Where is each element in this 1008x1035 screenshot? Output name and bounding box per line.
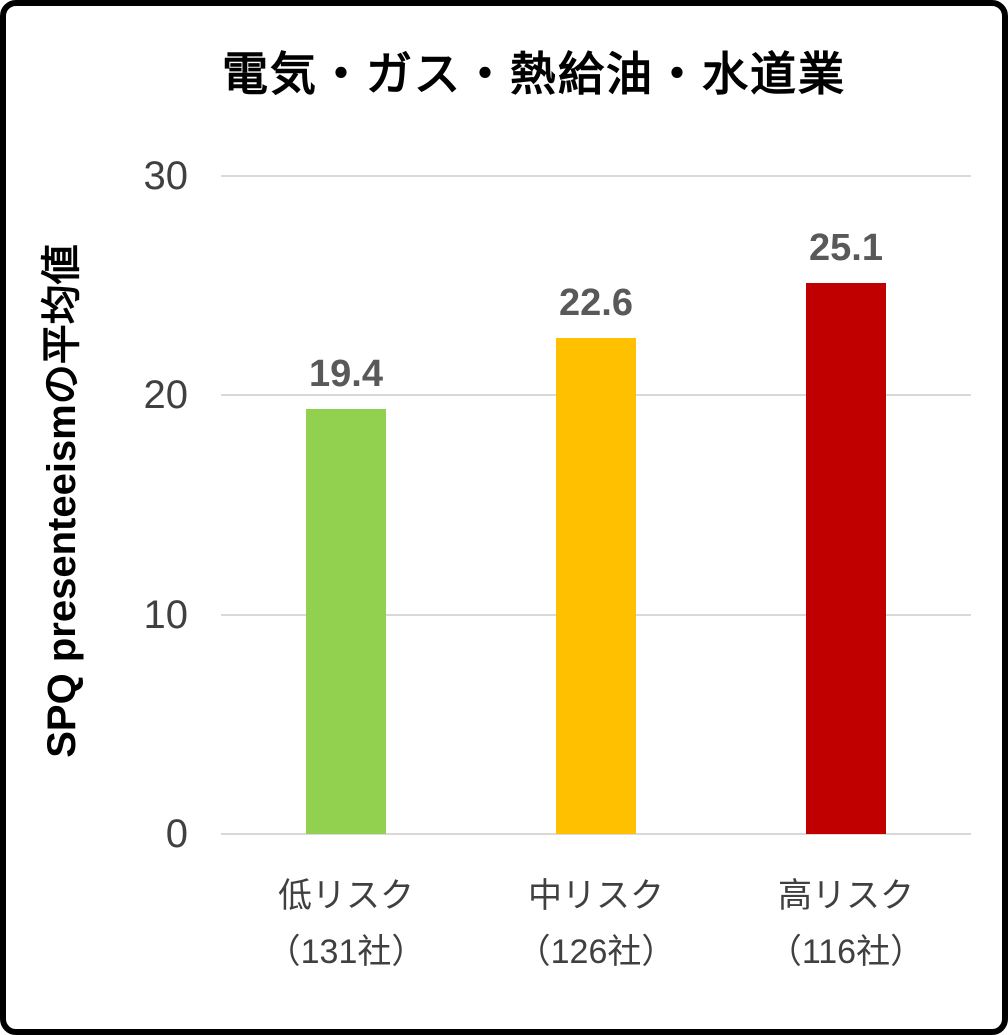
bar-value-label: 25.1: [809, 227, 883, 270]
x-axis-line: [221, 833, 971, 835]
x-category-label: 中リスク （126社）: [517, 868, 676, 980]
y-axis-ticks: 0 10 20 30: [6, 156, 189, 854]
category-count: （116社）: [767, 933, 925, 971]
y-tick-label: 30: [143, 154, 189, 198]
bar-value-label: 22.6: [559, 282, 633, 325]
bar: [305, 408, 386, 834]
category-count: （131社）: [266, 933, 426, 971]
chart-title: 電気・ガス・熱給油・水道業: [222, 48, 846, 100]
bar: [556, 338, 636, 834]
y-tick-label: 20: [143, 373, 189, 418]
bar: [806, 283, 886, 834]
plot-area: 19.4 22.6 25.1: [221, 175, 971, 835]
x-axis-labels: 低リスク （131社） 中リスク （126社） 高リスク （116社）: [221, 868, 971, 1008]
category-count: （126社）: [516, 933, 676, 971]
gridline: [221, 175, 971, 177]
x-category-label: 低リスク （131社）: [267, 868, 426, 980]
y-tick-label: 10: [143, 592, 189, 637]
y-tick-label: 0: [165, 812, 188, 856]
category-name: 高リスク: [778, 877, 914, 915]
bar-value-label: 19.4: [309, 352, 383, 395]
x-category-label: 高リスク （116社）: [768, 868, 924, 980]
category-name: 中リスク: [527, 877, 664, 915]
category-name: 低リスク: [277, 877, 414, 915]
